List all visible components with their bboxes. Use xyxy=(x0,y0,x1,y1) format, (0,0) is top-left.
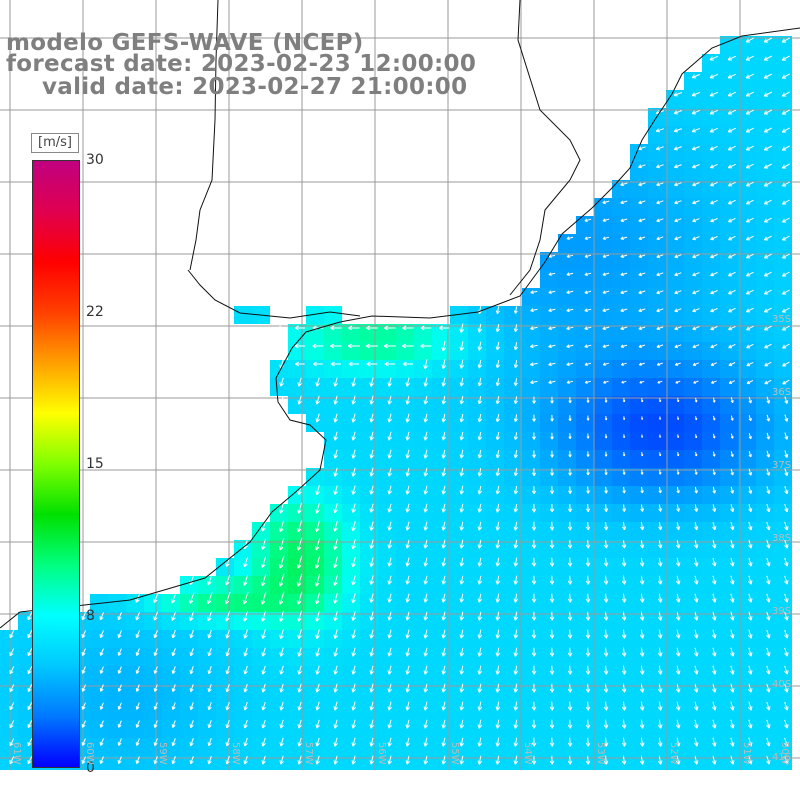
wind-arrows xyxy=(9,37,791,765)
colorbar xyxy=(32,160,80,768)
lat-label: 38S xyxy=(772,533,792,544)
lat-label: 39S xyxy=(772,606,792,617)
colorbar-tick-15: 15 xyxy=(86,456,104,472)
lon-label: 54W xyxy=(522,742,533,765)
lon-label: 51W xyxy=(741,742,752,765)
colorbar-unit-label: [m/s] xyxy=(31,133,79,153)
lon-label: 60W xyxy=(84,742,95,765)
lat-lon-grid xyxy=(0,0,800,770)
colorbar-tick-8: 8 xyxy=(86,608,95,624)
map-title-valid-date: valid date: 2023-02-27 21:00:00 xyxy=(42,74,468,100)
colorbar-tick-22: 22 xyxy=(86,304,104,320)
lat-label: 36S xyxy=(772,387,792,398)
lon-label: 57W xyxy=(303,742,314,765)
colorbar-tick-0: 0 xyxy=(86,760,95,776)
lon-label: 58W xyxy=(230,742,241,765)
coastline xyxy=(0,0,800,629)
lon-label: 61W xyxy=(11,742,22,765)
map-title-forecast-date: forecast date: 2023-02-23 12:00:00 xyxy=(6,51,477,77)
lon-label: 53W xyxy=(595,742,606,765)
lon-label: 55W xyxy=(449,742,460,765)
colorbar-tick-30: 30 xyxy=(86,152,104,168)
lat-label: 37S xyxy=(772,460,792,471)
wind-field xyxy=(0,36,792,770)
lon-label: 52W xyxy=(668,742,679,765)
lat-label: 41S xyxy=(772,752,792,763)
lon-label: 59W xyxy=(157,742,168,765)
map-title-model: modelo GEFS-WAVE (NCEP) xyxy=(6,30,364,56)
lat-label: 40S xyxy=(772,679,792,690)
lon-label: 56W xyxy=(376,742,387,765)
wind-map[interactable] xyxy=(0,0,800,770)
map-panel[interactable] xyxy=(0,0,800,770)
lat-label: 35S xyxy=(772,314,792,325)
